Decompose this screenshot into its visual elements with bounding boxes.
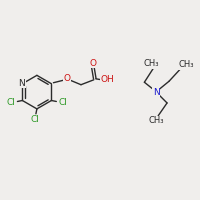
- Text: O: O: [89, 59, 96, 68]
- Text: OH: OH: [101, 75, 114, 84]
- Text: O: O: [64, 74, 71, 83]
- Text: CH₃: CH₃: [144, 59, 159, 68]
- Text: Cl: Cl: [30, 115, 39, 124]
- Text: N: N: [153, 88, 160, 97]
- Text: N: N: [19, 79, 25, 88]
- Text: Cl: Cl: [6, 98, 15, 107]
- Text: Cl: Cl: [59, 98, 68, 107]
- Text: CH₃: CH₃: [148, 116, 164, 125]
- Text: CH₃: CH₃: [178, 60, 194, 69]
